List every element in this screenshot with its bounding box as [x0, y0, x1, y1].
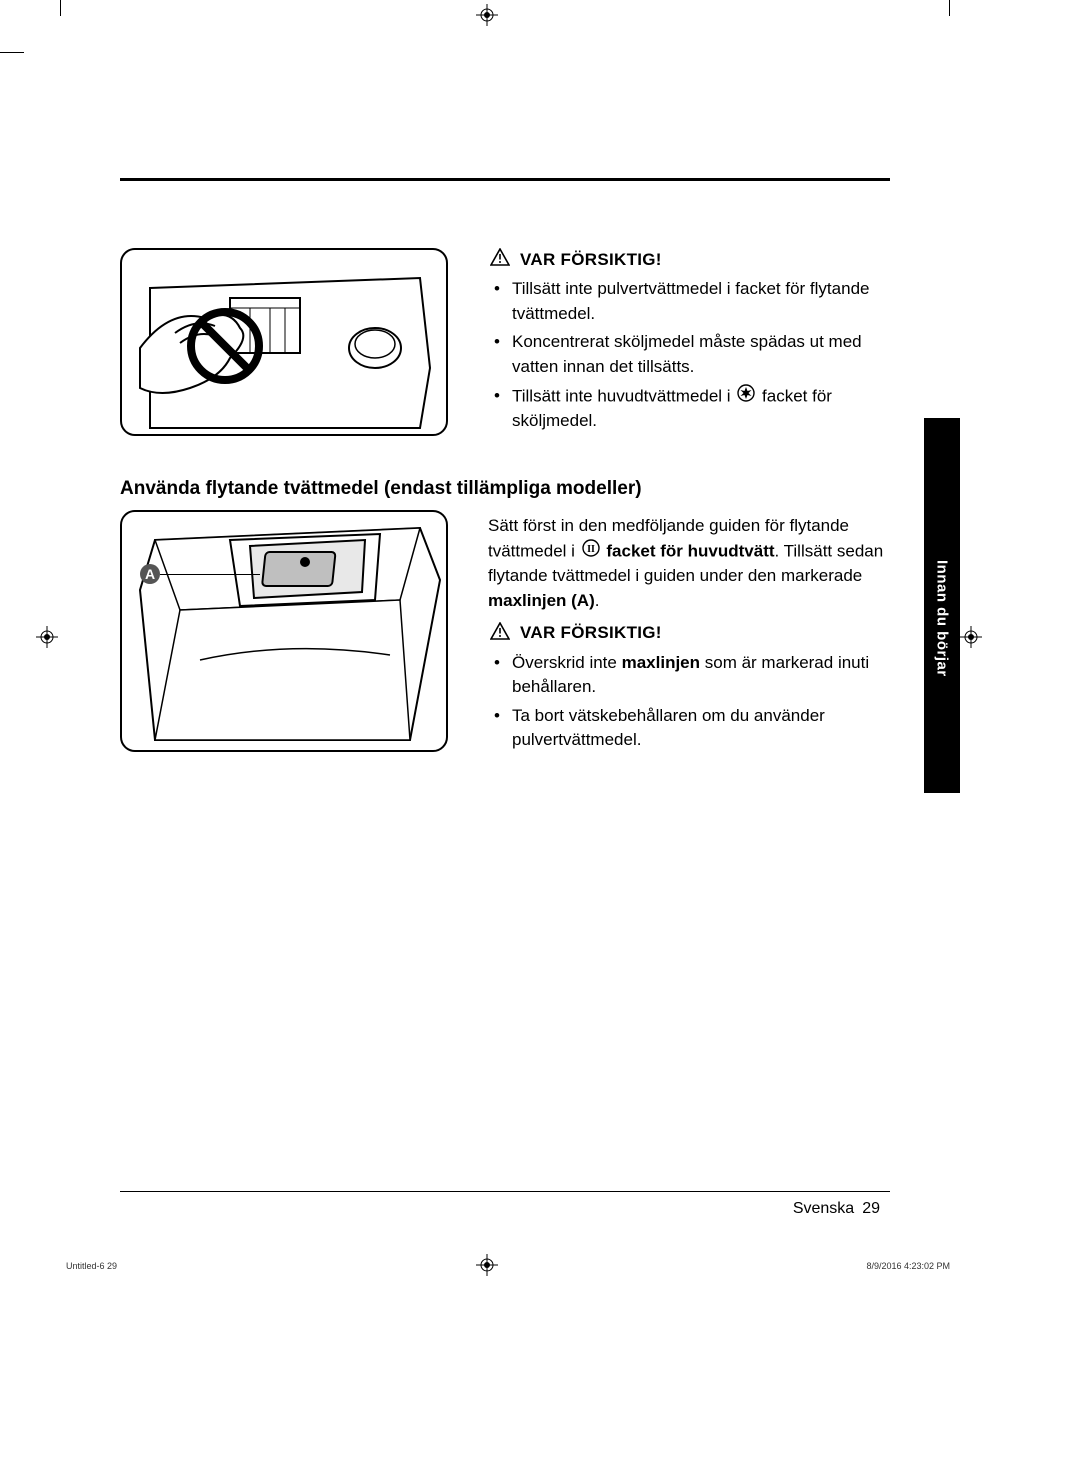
crop-mark — [0, 52, 24, 53]
caution-label: VAR FÖRSIKTIG! — [520, 250, 662, 270]
caution-item: Tillsätt inte pulvertvättmedel i facket … — [488, 277, 888, 326]
callout-line — [160, 574, 260, 575]
footer-meta-right: 8/9/2016 4:23:02 PM — [866, 1261, 950, 1271]
svg-text:II: II — [587, 544, 595, 555]
side-tab-label: Innan du börjar — [934, 560, 951, 677]
crop-mark — [60, 0, 61, 16]
registration-mark — [36, 626, 58, 648]
text-block-2: Sätt först in den medföljande guiden för… — [488, 514, 888, 757]
footer-text: Svenska29 — [793, 1200, 880, 1218]
caution-block-1: VAR FÖRSIKTIG! Tillsätt inte pulvertvätt… — [488, 248, 888, 438]
caution-label: VAR FÖRSIKTIG! — [520, 623, 662, 643]
registration-mark — [476, 1254, 498, 1276]
footer-meta-left: Untitled-6 29 — [66, 1261, 117, 1271]
subheading: Använda flytande tvättmedel (endast till… — [120, 478, 642, 500]
registration-mark — [960, 626, 982, 648]
registration-mark — [476, 4, 498, 26]
warning-icon — [490, 622, 510, 645]
illustration-liquid-guide: A — [120, 510, 448, 752]
illustration-no-powder — [120, 248, 448, 436]
callout-a: A — [140, 564, 160, 584]
page: VAR FÖRSIKTIG! Tillsätt inte pulvertvätt… — [0, 0, 1080, 1476]
caution-item: Överskrid inte maxlinjen som är markerad… — [488, 651, 888, 700]
paragraph: Sätt först in den medföljande guiden för… — [488, 514, 888, 614]
caution-item: Ta bort vätskebehållaren om du använder … — [488, 704, 888, 753]
side-tab: Innan du börjar — [924, 418, 960, 793]
softener-icon — [737, 384, 755, 410]
top-rule — [120, 178, 890, 181]
caution-item: Tillsätt inte huvudtvättmedel i facket f… — [488, 384, 888, 434]
crop-mark — [949, 0, 950, 16]
warning-icon — [490, 248, 510, 271]
caution-item: Koncentrerat sköljmedel måste spädas ut … — [488, 330, 888, 379]
mainwash-icon: II — [582, 539, 600, 565]
footer-rule — [120, 1191, 890, 1192]
